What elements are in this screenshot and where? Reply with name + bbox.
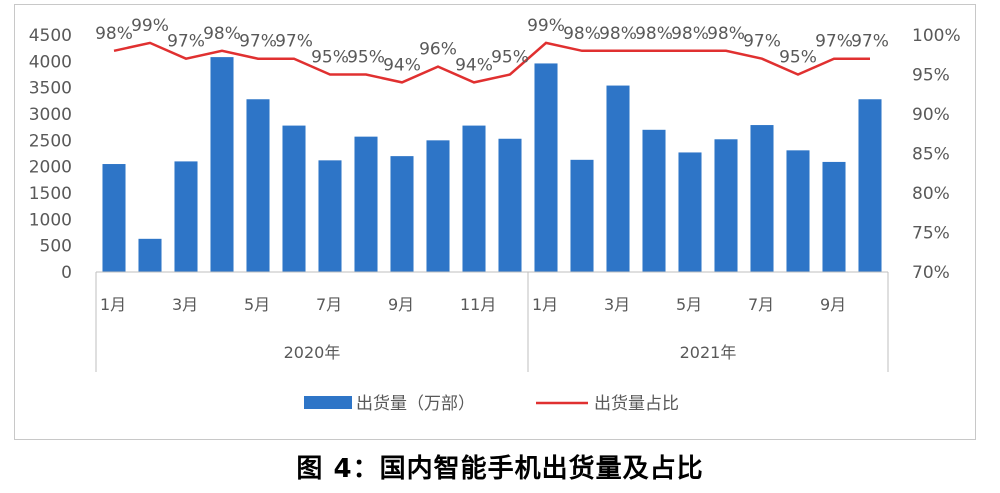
line-data-label: 98%	[707, 24, 745, 44]
figure-caption: 图 4：国内智能手机出货量及占比	[296, 454, 704, 484]
line-data-label: 97%	[239, 32, 277, 52]
bar-21	[822, 161, 846, 272]
y-right-tick-label: 100%	[912, 26, 961, 46]
line-layer: 98%99%97%98%97%97%95%95%94%96%94%95%99%9…	[95, 16, 889, 84]
group-label: 2020年	[284, 343, 341, 362]
line-data-label: 98%	[635, 24, 673, 44]
y-left-tick-label: 3500	[29, 79, 72, 99]
line-data-label: 98%	[203, 24, 241, 44]
legend-bar-swatch	[304, 396, 352, 409]
x-tick-label: 3月	[604, 295, 630, 314]
bar-20	[786, 150, 810, 272]
line-data-label: 99%	[527, 16, 565, 36]
y-right-tick-label: 75%	[912, 224, 950, 244]
x-tick-label: 9月	[820, 295, 846, 314]
x-tick-label: 7月	[316, 295, 342, 314]
x-tick-label: 11月	[460, 295, 496, 314]
group-label: 2021年	[680, 343, 737, 362]
line-data-label: 95%	[779, 48, 817, 68]
line-data-label: 98%	[599, 24, 637, 44]
bar-19	[750, 125, 774, 272]
y-left-tick-label: 2000	[29, 158, 72, 178]
bar-3	[174, 161, 198, 272]
x-tick-label: 1月	[100, 295, 126, 314]
line-data-label: 94%	[455, 55, 493, 75]
bar-12	[498, 138, 522, 272]
y-right-tick-label: 90%	[912, 105, 950, 125]
line-data-label: 94%	[383, 55, 421, 75]
line-data-label: 97%	[851, 32, 889, 52]
bar-5	[246, 99, 270, 273]
bar-13	[534, 63, 558, 272]
bars-layer	[102, 57, 882, 273]
y-left-tick-label: 2500	[29, 131, 72, 151]
legend-bar-label: 出货量（万部）	[356, 394, 475, 414]
line-data-label: 98%	[563, 24, 601, 44]
legend: 出货量（万部） 出货量占比	[304, 394, 679, 414]
bar-18	[714, 139, 738, 272]
x-tick-label: 7月	[748, 295, 774, 314]
line-data-label: 99%	[131, 16, 169, 36]
y-left-tick-label: 3000	[29, 105, 72, 125]
x-tick-label: 1月	[532, 295, 558, 314]
y-right-tick-label: 85%	[912, 145, 950, 165]
line-data-label: 97%	[167, 32, 205, 52]
y-right-tick-label: 95%	[912, 66, 950, 86]
line-data-label: 95%	[311, 48, 349, 68]
legend-line-label: 出货量占比	[594, 394, 679, 414]
bar-7	[318, 160, 342, 272]
y-right-tick-label: 70%	[912, 263, 950, 283]
bar-22	[858, 99, 882, 273]
y-left-tick-label: 0	[61, 263, 72, 283]
bar-17	[678, 152, 702, 272]
x-tick-label: 9月	[388, 295, 414, 314]
bar-14	[570, 159, 594, 272]
line-data-label: 96%	[419, 40, 457, 60]
x-tick-label: 3月	[172, 295, 198, 314]
share-line	[113, 41, 870, 84]
y-left-tick-label: 1500	[29, 184, 72, 204]
y-left-tick-label: 4000	[29, 52, 72, 72]
line-data-label: 98%	[95, 24, 133, 44]
line-data-label: 97%	[815, 32, 853, 52]
y-left-tick-label: 4500	[29, 26, 72, 46]
bar-1	[102, 164, 126, 272]
bar-9	[390, 156, 414, 272]
x-tick-label: 5月	[676, 295, 702, 314]
y-right-tick-label: 80%	[912, 184, 950, 204]
line-data-label: 97%	[275, 32, 313, 52]
line-data-label: 97%	[743, 32, 781, 52]
chart: 0 500 1000 1500 2000 2500 3000 3500 4000 4500 70% 7…	[29, 16, 961, 414]
line-data-label: 95%	[347, 48, 385, 68]
bar-8	[354, 136, 378, 272]
line-data-label: 98%	[671, 24, 709, 44]
bar-10	[426, 140, 450, 272]
x-tick-label: 5月	[244, 295, 270, 314]
axes-layer: 0 500 1000 1500 2000 2500 3000 3500 4000 4500 70% 7…	[29, 26, 961, 372]
bar-2	[138, 238, 162, 272]
y-left-tick-label: 1000	[29, 210, 72, 230]
bar-6	[282, 125, 306, 272]
line-data-label: 95%	[491, 48, 529, 68]
bar-4	[210, 57, 234, 273]
bar-15	[606, 85, 630, 272]
bar-11	[462, 125, 486, 272]
bar-16	[642, 129, 666, 272]
y-left-tick-label: 500	[40, 237, 72, 257]
